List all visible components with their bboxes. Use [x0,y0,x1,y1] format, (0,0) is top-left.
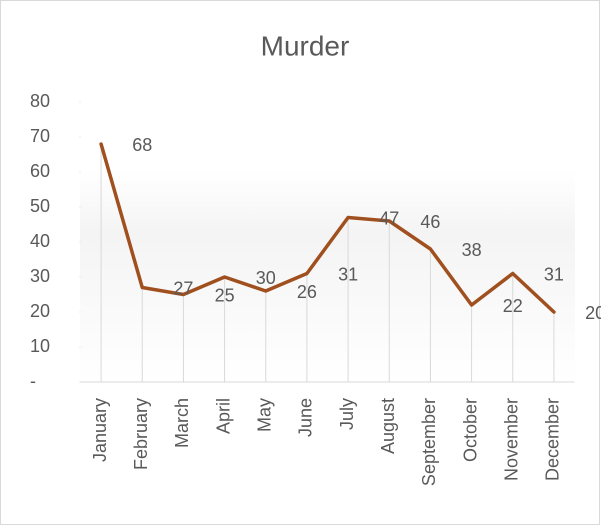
data-label: 27 [173,278,193,298]
x-tick-label: August [378,398,398,454]
x-tick-label: May [255,398,275,432]
x-tick-label: September [419,398,439,486]
data-label: 47 [379,208,399,228]
y-tick-label: 50 [30,196,50,216]
data-label: 30 [256,268,276,288]
x-tick-label: June [296,398,316,437]
y-tick-label: 60 [30,161,50,181]
data-label: 22 [503,296,523,316]
data-label: 26 [297,282,317,302]
y-tick-label: 80 [30,91,50,111]
data-label: 20 [585,303,601,323]
y-tick-label: 30 [30,266,50,286]
x-tick-label: February [131,398,151,470]
y-tick-label: - [30,371,36,391]
y-tick-label: 20 [30,301,50,321]
x-tick-label: November [502,398,522,481]
data-label: 68 [132,135,152,155]
x-tick-label: December [543,398,563,481]
plot-background [80,170,575,382]
y-tick-label: 40 [30,231,50,251]
data-label: 31 [338,264,358,284]
data-label: 46 [420,212,440,232]
data-label: 25 [215,285,235,305]
x-tick-label: October [460,398,480,462]
data-label: 38 [462,240,482,260]
data-label: 31 [544,264,564,284]
x-tick-label: April [213,398,233,434]
series-line [99,142,556,314]
x-tick-label: January [90,398,110,462]
y-tick-label: 70 [30,126,50,146]
x-tick-label: July [337,398,357,430]
y-tick-label: 10 [30,336,50,356]
x-tick-label: March [172,398,192,448]
chart-title: Murder [261,30,350,61]
